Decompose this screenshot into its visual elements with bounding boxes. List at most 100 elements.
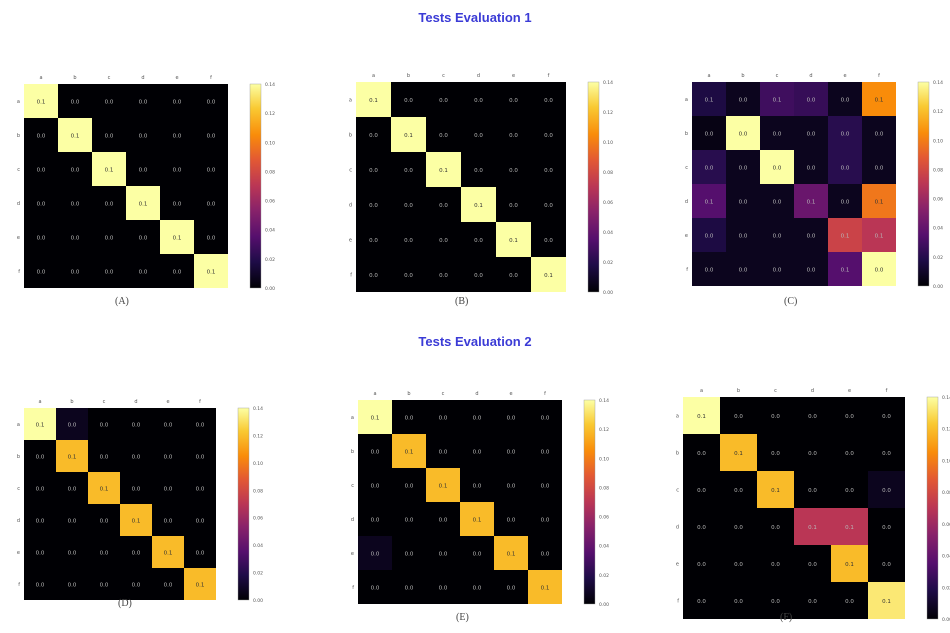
cell-value-label: 0.1 [474, 203, 483, 209]
heatmap-cell [692, 82, 726, 116]
cell-value-label: 0.0 [739, 166, 748, 172]
heatmap-cell [760, 218, 794, 252]
x-tick-label: b [70, 399, 73, 405]
heatmap-cell [392, 434, 426, 468]
cell-value-label: 0.0 [875, 268, 884, 274]
heatmap-cell [58, 84, 92, 118]
cell-value-label: 0.0 [541, 450, 550, 456]
heatmap-cell [528, 536, 562, 570]
colorbar-tick-label: 0.02 [942, 585, 950, 591]
heatmap-cell [426, 187, 461, 222]
heatmap-cell [692, 184, 726, 218]
cell-value-label: 0.0 [473, 484, 482, 490]
heatmap-cell [794, 184, 828, 218]
cell-value-label: 0.0 [875, 166, 884, 172]
cell-value-label: 0.0 [773, 166, 782, 172]
heatmap-cell [531, 257, 566, 292]
caption-e: (E) [456, 612, 469, 623]
cell-value-label: 0.0 [207, 236, 216, 242]
heatmap-cell [862, 116, 896, 150]
heatmap-cell [126, 118, 160, 152]
heatmap-cell [460, 434, 494, 468]
cell-value-label: 0.0 [371, 586, 380, 592]
y-tick-label: a [351, 415, 354, 421]
colorbar-tick-label: 0.12 [599, 427, 609, 433]
y-tick-label: d [17, 201, 20, 207]
heatmap-cell [88, 536, 120, 568]
heatmap-cell [683, 582, 720, 619]
y-tick-label: c [17, 486, 20, 492]
x-tick-label: e [512, 73, 515, 79]
heatmap-cell [494, 570, 528, 604]
cell-value-label: 0.0 [544, 238, 553, 244]
colorbar-tick-label: 0.14 [265, 82, 275, 88]
heatmap-cell [56, 440, 88, 472]
heatmap-cell [531, 187, 566, 222]
cell-value-label: 0.0 [734, 599, 743, 605]
cell-value-label: 0.0 [405, 484, 414, 490]
heatmap-cell [794, 150, 828, 184]
colorbar-tick-label: 0.06 [942, 522, 950, 528]
cell-value-label: 0.0 [404, 98, 413, 104]
cell-value-label: 0.0 [439, 450, 448, 456]
cell-value-label: 0.0 [773, 268, 782, 274]
cell-value-label: 0.1 [734, 451, 743, 457]
heatmap-cell [531, 82, 566, 117]
heatmap-cell [92, 84, 126, 118]
heatmap-cell [24, 472, 56, 504]
cell-value-label: 0.0 [807, 234, 816, 240]
heatmap-cell [426, 570, 460, 604]
cell-value-label: 0.0 [773, 234, 782, 240]
colorbar-tick-label: 0.00 [599, 602, 609, 608]
heatmap-cell [794, 116, 828, 150]
heatmap-cell [184, 536, 216, 568]
x-tick-label: f [199, 399, 201, 405]
cell-value-label: 0.0 [100, 423, 109, 429]
cell-value-label: 0.1 [841, 234, 850, 240]
cell-value-label: 0.0 [841, 166, 850, 172]
heatmap-cell [496, 187, 531, 222]
y-tick-label: a [676, 414, 679, 420]
heatmap-cell [356, 222, 391, 257]
heatmap-cell [828, 252, 862, 286]
cell-value-label: 0.1 [544, 273, 553, 279]
colorbar-tick-label: 0.08 [942, 490, 950, 496]
cell-value-label: 0.0 [845, 414, 854, 420]
cell-value-label: 0.0 [845, 488, 854, 494]
cell-value-label: 0.0 [369, 133, 378, 139]
section-title-evaluation-2: Tests Evaluation 2 [418, 334, 532, 349]
x-tick-label: c [776, 73, 779, 79]
heatmap-cell [683, 471, 720, 508]
cell-value-label: 0.0 [405, 586, 414, 592]
heatmap-cell [720, 471, 757, 508]
colorbar-tick-label: 0.08 [933, 167, 943, 173]
cell-value-label: 0.0 [68, 423, 77, 429]
cell-value-label: 0.0 [371, 450, 380, 456]
y-tick-label: b [349, 133, 352, 139]
heatmap-cell [56, 568, 88, 600]
heatmap-cell [528, 502, 562, 536]
heatmap-cell [88, 568, 120, 600]
colorbar-tick-label: 0.04 [933, 226, 943, 232]
heatmap-cell [794, 582, 831, 619]
x-tick-label: e [848, 388, 851, 394]
cell-value-label: 0.0 [771, 414, 780, 420]
colorbar-tick-label: 0.04 [599, 544, 609, 550]
heatmap-cell [392, 570, 426, 604]
x-tick-label: e [509, 391, 512, 397]
cell-value-label: 0.0 [369, 168, 378, 174]
cell-value-label: 0.0 [882, 525, 891, 531]
cell-value-label: 0.0 [507, 518, 516, 524]
cell-value-label: 0.0 [882, 488, 891, 494]
heatmap-cell [683, 508, 720, 545]
x-tick-label: d [141, 75, 144, 81]
heatmap-cell [828, 116, 862, 150]
cell-value-label: 0.0 [100, 551, 109, 557]
heatmap-cell [528, 434, 562, 468]
heatmap-cell [120, 504, 152, 536]
heatmap-cell [831, 397, 868, 434]
cell-value-label: 0.0 [705, 132, 714, 138]
heatmap-cell [692, 116, 726, 150]
cell-value-label: 0.1 [875, 98, 884, 104]
heatmap-cell [862, 252, 896, 286]
